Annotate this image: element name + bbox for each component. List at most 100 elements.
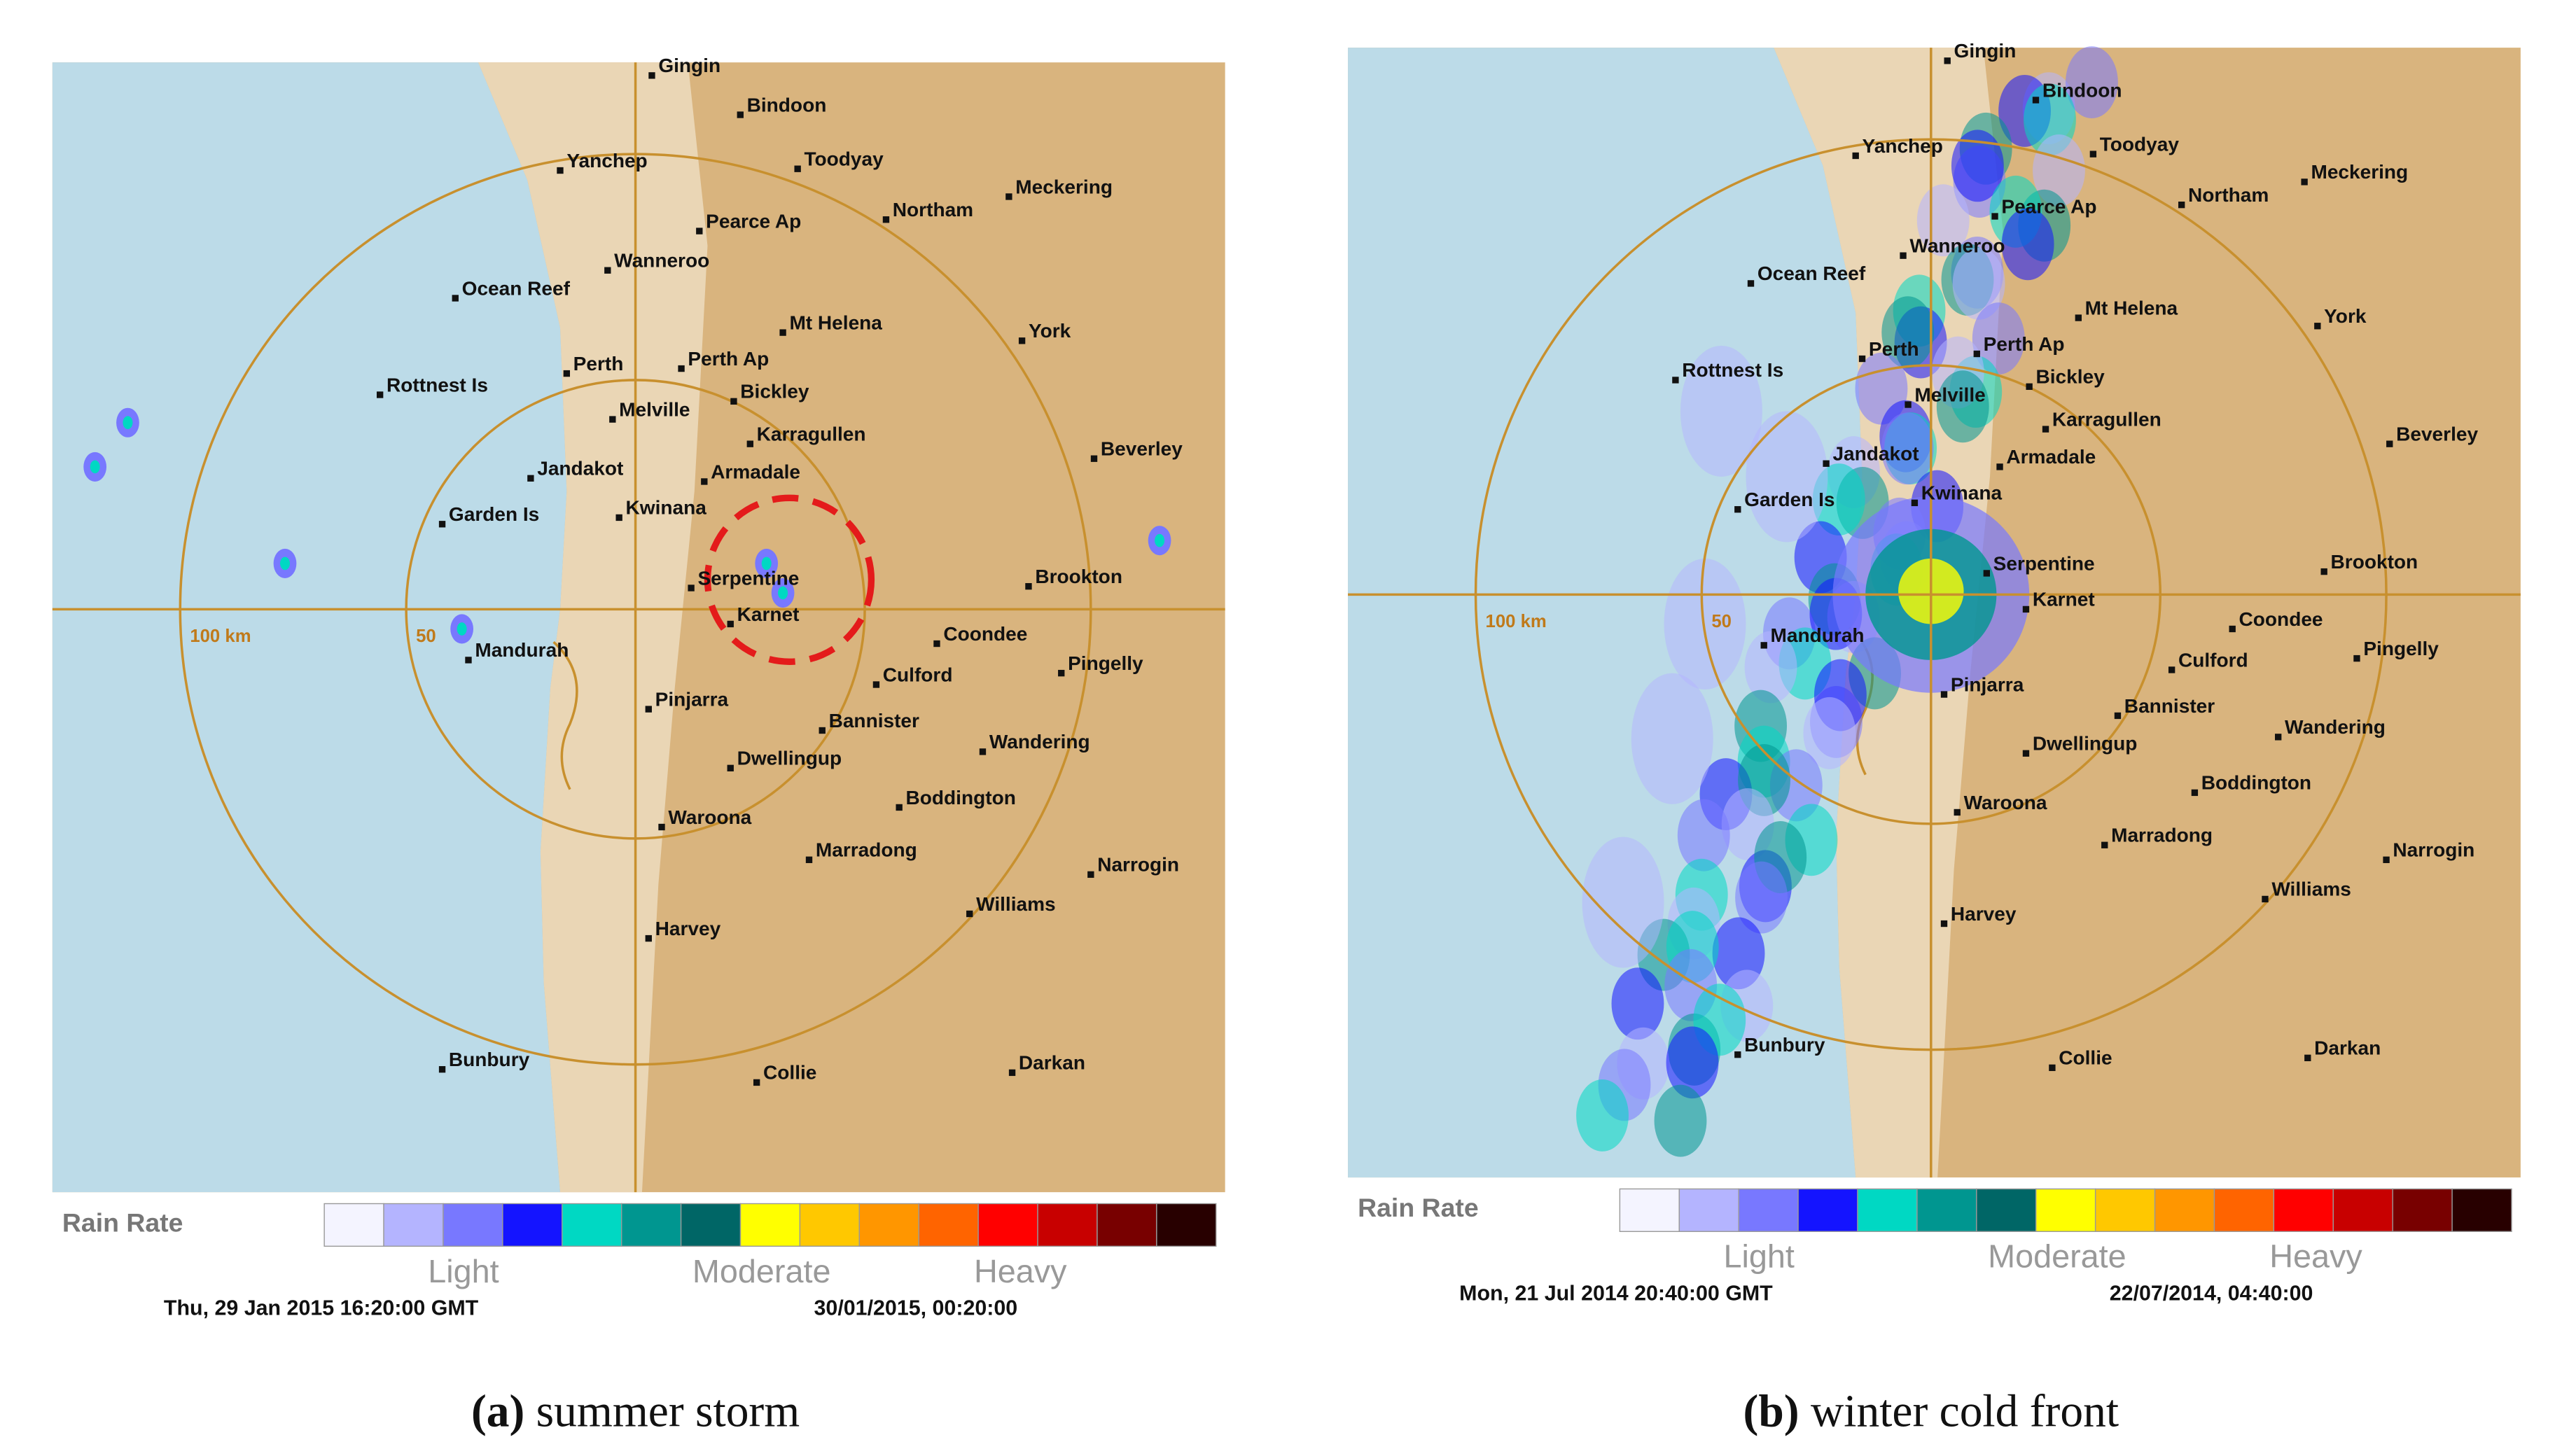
town-label: Jandakot: [1832, 443, 1919, 465]
rain-band: [2001, 208, 2054, 281]
town-marker: [1852, 152, 1859, 160]
rain-band: [2066, 46, 2118, 119]
legend-swatch: [2154, 1188, 2215, 1232]
legend-swatch: [739, 1203, 801, 1247]
town-marker: [2075, 314, 2082, 321]
rain-echo-core: [457, 622, 467, 636]
town-marker: [979, 748, 987, 755]
rain-band: [1582, 836, 1664, 968]
town-label: Toodyay: [2100, 133, 2180, 155]
town-label: Perth: [573, 353, 624, 374]
legend-swatch: [1916, 1188, 1977, 1232]
legend-swatch: [383, 1203, 444, 1247]
radar-panel: 100 km 50 Gingin Bindoon Yanchep Toodyay Pearc…: [1348, 40, 2521, 1437]
town-label: Ocean Reef: [462, 277, 571, 299]
town-label: Pinjarra: [655, 688, 729, 710]
range-ring: [1700, 364, 2162, 825]
legend-swatch: [323, 1203, 384, 1247]
town-marker: [465, 657, 472, 664]
town-marker: [2320, 568, 2327, 575]
rain-band: [1972, 302, 2025, 375]
sea: [52, 62, 567, 1193]
range-ring: [405, 379, 866, 840]
town-label: Karnet: [737, 603, 800, 625]
town-label: Coondee: [943, 623, 1027, 645]
town-marker: [2022, 606, 2030, 613]
rain-band: [1677, 799, 1730, 872]
town-label: Bickley: [740, 381, 809, 402]
town-marker: [2022, 750, 2030, 757]
caption: (a) summer storm: [471, 1387, 800, 1437]
highlight-circle: [704, 494, 875, 665]
legend-swatch: [680, 1203, 742, 1247]
legend-swatch: [1857, 1188, 1918, 1232]
town-label: Bickley: [2036, 366, 2105, 388]
town-marker: [527, 475, 534, 482]
town-marker: [1058, 669, 1065, 677]
rain-echo-core: [279, 556, 291, 570]
town-marker: [609, 416, 616, 423]
town-marker: [557, 167, 564, 174]
rain-band: [1631, 673, 1713, 804]
town-label: Serpentine: [1993, 552, 2095, 574]
caption-label: (a): [471, 1387, 524, 1437]
town-marker: [1940, 691, 1948, 698]
town-marker: [2049, 1064, 2056, 1072]
town-label: Gingin: [658, 55, 720, 76]
legend-title: Rain Rate: [1358, 1193, 1479, 1222]
town-label: Garden Is: [1744, 489, 1835, 510]
legend-level: Moderate: [692, 1253, 831, 1289]
town-label: Mt Helena: [2085, 297, 2178, 318]
legend-swatch: [2213, 1188, 2275, 1232]
town-label: Boddington: [906, 787, 1016, 808]
town-label: Harvey: [1951, 903, 2017, 925]
rain-band: [1746, 411, 1828, 542]
range-label: 100 km: [1486, 612, 1547, 631]
town-marker: [2168, 666, 2175, 673]
town-label: Marradong: [2111, 825, 2213, 846]
town-marker: [2275, 734, 2282, 741]
town-marker: [376, 391, 384, 398]
town-marker: [658, 823, 665, 831]
town-marker: [805, 856, 813, 863]
town-marker: [1087, 871, 1094, 878]
legend-swatch: [799, 1203, 861, 1247]
timestamp-utc: Thu, 29 Jan 2015 16:20:00 GMT: [164, 1296, 479, 1320]
town-marker: [819, 727, 826, 734]
legend-swatch: [1037, 1203, 1098, 1247]
town-label: Rottnest Is: [387, 374, 488, 396]
town-marker: [1973, 350, 1980, 358]
rain-band: [1735, 861, 1788, 934]
town-marker: [696, 227, 703, 234]
town-label: Melville: [619, 398, 690, 420]
legend-swatch: [977, 1203, 1038, 1247]
caption: (b) winter cold front: [1743, 1387, 2119, 1437]
town-marker: [753, 1079, 760, 1086]
town-marker: [727, 764, 734, 771]
town-label: Pearce Ap: [2001, 195, 2096, 217]
timestamp-local: 22/07/2014, 04:40:00: [2110, 1282, 2313, 1306]
town-marker: [746, 440, 753, 447]
rain-band: [1881, 296, 1935, 369]
legend-swatch: [2035, 1188, 2096, 1232]
town-label: Bindoon: [747, 94, 827, 115]
town-label: Waroona: [668, 806, 751, 828]
rain-echo-core: [1155, 533, 1165, 547]
rain-band: [1952, 247, 2005, 320]
rain-band: [1666, 1026, 1719, 1099]
legend-swatch: [918, 1203, 979, 1247]
town-label: Boddington: [2201, 772, 2311, 794]
radar-panel: 100 km 50 Gingin Bindoon Yanchep Toodyay Pearc…: [52, 55, 1225, 1437]
town-label: Gingin: [1954, 40, 2017, 62]
town-marker: [1760, 642, 1767, 649]
legend-swatch: [1797, 1188, 1858, 1232]
legend-swatch: [562, 1203, 622, 1247]
town-marker: [1983, 570, 1991, 577]
town-label: Mt Helena: [789, 312, 882, 333]
town-marker: [727, 620, 734, 628]
town-marker: [438, 1066, 446, 1073]
town-marker: [645, 706, 652, 713]
rain-band: [1611, 967, 1664, 1040]
caption-text: winter cold front: [1811, 1387, 2119, 1437]
rain-echo-core: [90, 460, 100, 474]
